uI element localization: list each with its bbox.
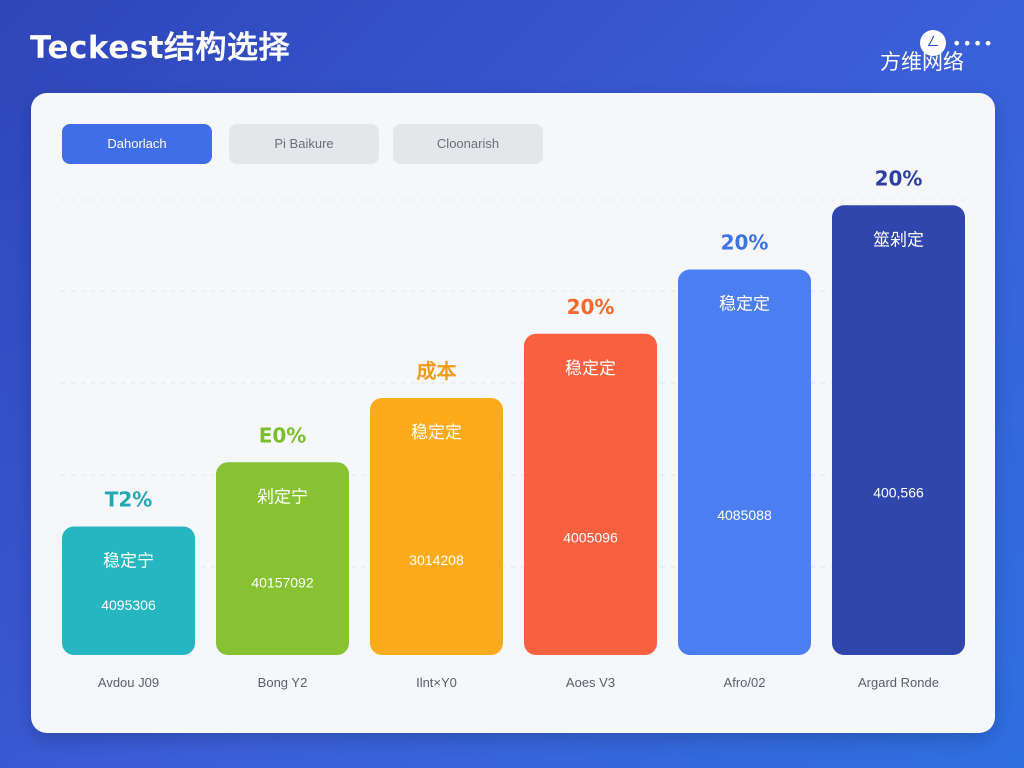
bar-top-label: 20%	[721, 231, 769, 255]
bar	[524, 333, 657, 655]
bar-top-label: 20%	[567, 295, 615, 319]
bar	[370, 398, 503, 655]
bar-value-label: 4005096	[563, 530, 618, 546]
bar-top-label: 成本	[417, 359, 457, 383]
bar-value-label: 4085088	[717, 507, 772, 523]
x-tick-label: Bong Y2	[258, 675, 308, 690]
bar	[62, 526, 195, 655]
bar-value-label: 400,566	[873, 485, 924, 501]
bar-value-label: 40157092	[251, 575, 314, 591]
bar-inner-label: 稳定定	[719, 295, 770, 315]
bar-top-label: 20%	[875, 166, 923, 190]
x-tick-label: Avdou J09	[98, 675, 159, 690]
x-tick-label: Afro/02	[724, 675, 766, 690]
bar-inner-label: 稳定宁	[103, 552, 154, 572]
x-tick-label: Argard Ronde	[858, 675, 939, 690]
bar	[216, 462, 349, 655]
bar-top-label: E0%	[259, 423, 307, 447]
bar-value-label: 3014208	[409, 552, 464, 568]
bar-inner-label: 稳定定	[411, 423, 462, 443]
x-tick-label: Aoes V3	[566, 675, 615, 690]
bar-chart: T2% 稳定宁 4095306 Avdou J09 E0% 剁定宁 40157092 Bong…	[61, 166, 965, 690]
bar	[832, 205, 965, 655]
bar-inner-label: 稳定定	[565, 359, 616, 379]
more-options-icon[interactable]: ••••	[952, 34, 994, 53]
bar-value-label: 4095306	[101, 597, 156, 613]
bar-top-label: T2%	[105, 488, 153, 512]
tab-cloonarish[interactable]: Cloonarish	[393, 124, 543, 164]
chart-card: Dahorlach Pi Baikure Cloonarish T2% 稳定宁 40…	[31, 93, 995, 733]
tab-dahorlach[interactable]: Dahorlach	[62, 124, 212, 164]
bar	[678, 269, 811, 655]
brand-logo-icon: ㄥ	[920, 30, 946, 56]
bar-inner-label: 筮剁定	[873, 230, 924, 250]
x-tick-label: Ilnt×Y0	[416, 675, 457, 690]
tab-pi-baikure[interactable]: Pi Baikure	[229, 124, 379, 164]
page-title: Teckest结构选择	[30, 30, 291, 66]
bar-inner-label: 剁定宁	[257, 487, 308, 507]
brand-name: 方维网络	[880, 50, 964, 74]
